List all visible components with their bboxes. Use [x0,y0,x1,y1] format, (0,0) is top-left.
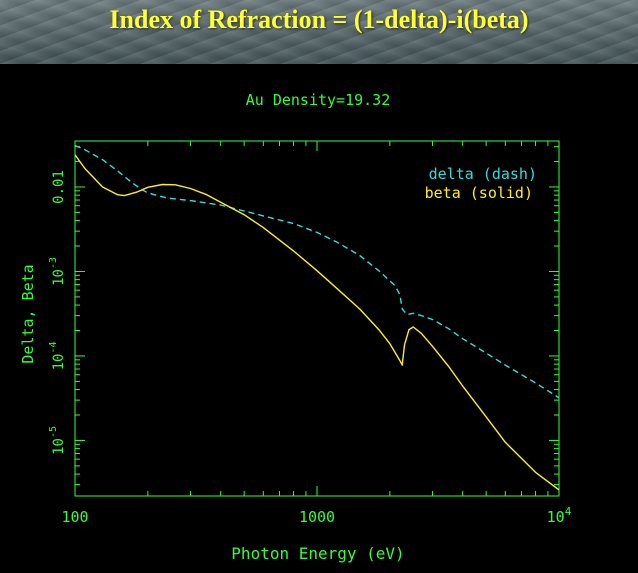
legend-entry-beta: beta (solid) [425,184,533,202]
title-banner: Index of Refraction = (1-delta)-i(beta) [0,0,638,64]
refraction-chart: Au Density=19.32 100 1000 104 10-5 10-4 10-3… [19,91,572,563]
y-tick-label: 10-3 [48,257,67,286]
x-tick-label: 104 [547,505,572,526]
banner-title: Index of Refraction = (1-delta)-i(beta) [109,5,529,34]
y-tick-label: 0.01 [51,170,67,204]
y-tick-label: 10-4 [48,341,67,370]
y-axis-label: Delta, Beta [19,264,37,363]
y-tick-label: 10-5 [48,426,67,455]
beta-series-line [75,154,559,491]
x-axis-ticks: 100 1000 104 [61,141,572,526]
chart-title: Au Density=19.32 [246,91,391,109]
legend-entry-delta: delta (dash) [429,165,537,183]
x-tick-label: 100 [61,508,88,526]
x-tick-label: 1000 [299,508,335,526]
series-layer [75,144,559,491]
y-axis-ticks: 10-5 10-4 10-3 0.01 [48,146,559,486]
legend: delta (dash) beta (solid) [425,165,537,202]
x-axis-label: Photon Energy (eV) [231,544,404,563]
